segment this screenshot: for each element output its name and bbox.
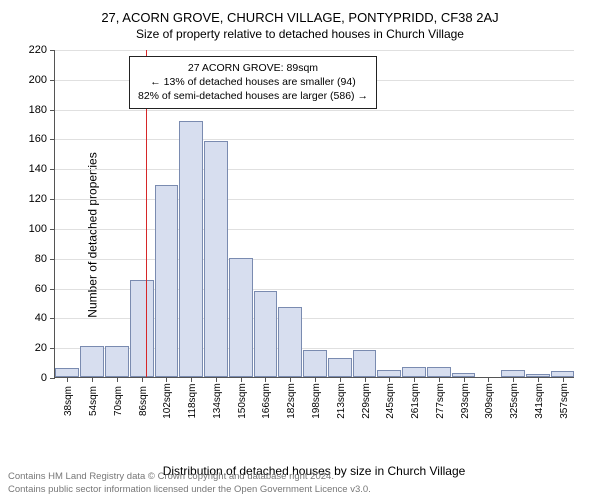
gridline	[55, 229, 574, 230]
y-tick-label: 20	[21, 342, 55, 354]
plot-area: 02040608010012014016018020022038sqm54sqm…	[54, 50, 574, 378]
histogram-bar	[155, 185, 179, 377]
y-tick-label: 220	[21, 44, 55, 56]
histogram-bar	[303, 350, 327, 377]
histogram-bar	[105, 346, 129, 377]
histogram-bar	[80, 346, 104, 377]
x-tick-mark	[92, 377, 93, 382]
y-tick-label: 100	[21, 223, 55, 235]
x-tick-label: 102sqm	[162, 383, 173, 419]
y-tick-label: 120	[21, 193, 55, 205]
y-tick-label: 140	[21, 163, 55, 175]
x-tick-mark	[315, 377, 316, 382]
x-tick-mark	[142, 377, 143, 382]
x-tick-mark	[117, 377, 118, 382]
x-tick-mark	[265, 377, 266, 382]
annotation-line: 27 ACORN GROVE: 89sqm	[138, 61, 368, 75]
histogram-bar	[179, 121, 203, 377]
x-tick-label: 150sqm	[237, 383, 248, 419]
page-subtitle: Size of property relative to detached ho…	[0, 25, 600, 47]
x-tick-mark	[290, 377, 291, 382]
histogram-bar	[328, 358, 352, 377]
histogram-bar	[353, 350, 377, 377]
histogram-bar	[377, 370, 401, 377]
x-tick-label: 38sqm	[63, 386, 74, 416]
annotation-line: 82% of semi-detached houses are larger (…	[138, 89, 368, 103]
x-tick-mark	[216, 377, 217, 382]
histogram-bar	[229, 258, 253, 377]
x-tick-label: 277sqm	[435, 383, 446, 419]
gridline	[55, 139, 574, 140]
x-tick-label: 86sqm	[138, 386, 149, 416]
histogram-bar	[501, 370, 525, 377]
x-tick-mark	[563, 377, 564, 382]
histogram-bar	[55, 368, 79, 377]
gridline	[55, 50, 574, 51]
histogram-bar	[204, 141, 228, 377]
x-tick-label: 118sqm	[187, 384, 198, 419]
x-tick-mark	[488, 377, 489, 382]
histogram-bar	[427, 367, 451, 377]
y-tick-label: 80	[21, 253, 55, 265]
x-tick-label: 54sqm	[88, 386, 99, 416]
histogram-bar	[278, 307, 302, 377]
histogram-bar	[402, 367, 426, 377]
x-tick-mark	[389, 377, 390, 382]
x-tick-mark	[365, 377, 366, 382]
x-tick-label: 357sqm	[559, 383, 570, 419]
histogram-bar	[254, 291, 278, 377]
page-title: 27, ACORN GROVE, CHURCH VILLAGE, PONTYPR…	[0, 0, 600, 25]
x-tick-mark	[166, 377, 167, 382]
y-tick-label: 40	[21, 312, 55, 324]
x-tick-label: 341sqm	[534, 383, 545, 419]
y-tick-label: 0	[21, 372, 55, 384]
histogram-bar	[130, 280, 154, 377]
x-tick-mark	[414, 377, 415, 382]
x-tick-label: 229sqm	[361, 383, 372, 419]
x-tick-label: 213sqm	[336, 383, 347, 419]
y-tick-label: 200	[21, 74, 55, 86]
x-tick-label: 182sqm	[286, 383, 297, 419]
gridline	[55, 259, 574, 260]
footer-line-2: Contains public sector information licen…	[8, 484, 371, 496]
x-tick-mark	[513, 377, 514, 382]
x-tick-label: 293sqm	[460, 383, 471, 419]
x-tick-label: 198sqm	[311, 383, 322, 419]
gridline	[55, 110, 574, 111]
x-tick-label: 325sqm	[509, 383, 520, 419]
x-tick-label: 245sqm	[385, 383, 396, 419]
x-tick-label: 261sqm	[410, 383, 421, 419]
x-tick-label: 166sqm	[261, 383, 272, 419]
x-tick-mark	[538, 377, 539, 382]
x-tick-label: 70sqm	[113, 386, 124, 416]
gridline	[55, 199, 574, 200]
x-tick-label: 134sqm	[212, 383, 223, 419]
x-tick-label: 309sqm	[484, 383, 495, 419]
y-tick-label: 180	[21, 104, 55, 116]
chart-container: Number of detached properties 0204060801…	[54, 50, 574, 420]
y-tick-label: 60	[21, 283, 55, 295]
annotation-box: 27 ACORN GROVE: 89sqm← 13% of detached h…	[129, 56, 377, 109]
x-tick-mark	[340, 377, 341, 382]
gridline	[55, 169, 574, 170]
annotation-line: ← 13% of detached houses are smaller (94…	[138, 75, 368, 89]
footer-attribution: Contains HM Land Registry data © Crown c…	[8, 471, 371, 496]
x-tick-mark	[191, 377, 192, 382]
y-tick-label: 160	[21, 133, 55, 145]
x-tick-mark	[464, 377, 465, 382]
x-tick-mark	[439, 377, 440, 382]
footer-line-1: Contains HM Land Registry data © Crown c…	[8, 471, 371, 483]
x-tick-mark	[241, 377, 242, 382]
x-tick-mark	[67, 377, 68, 382]
